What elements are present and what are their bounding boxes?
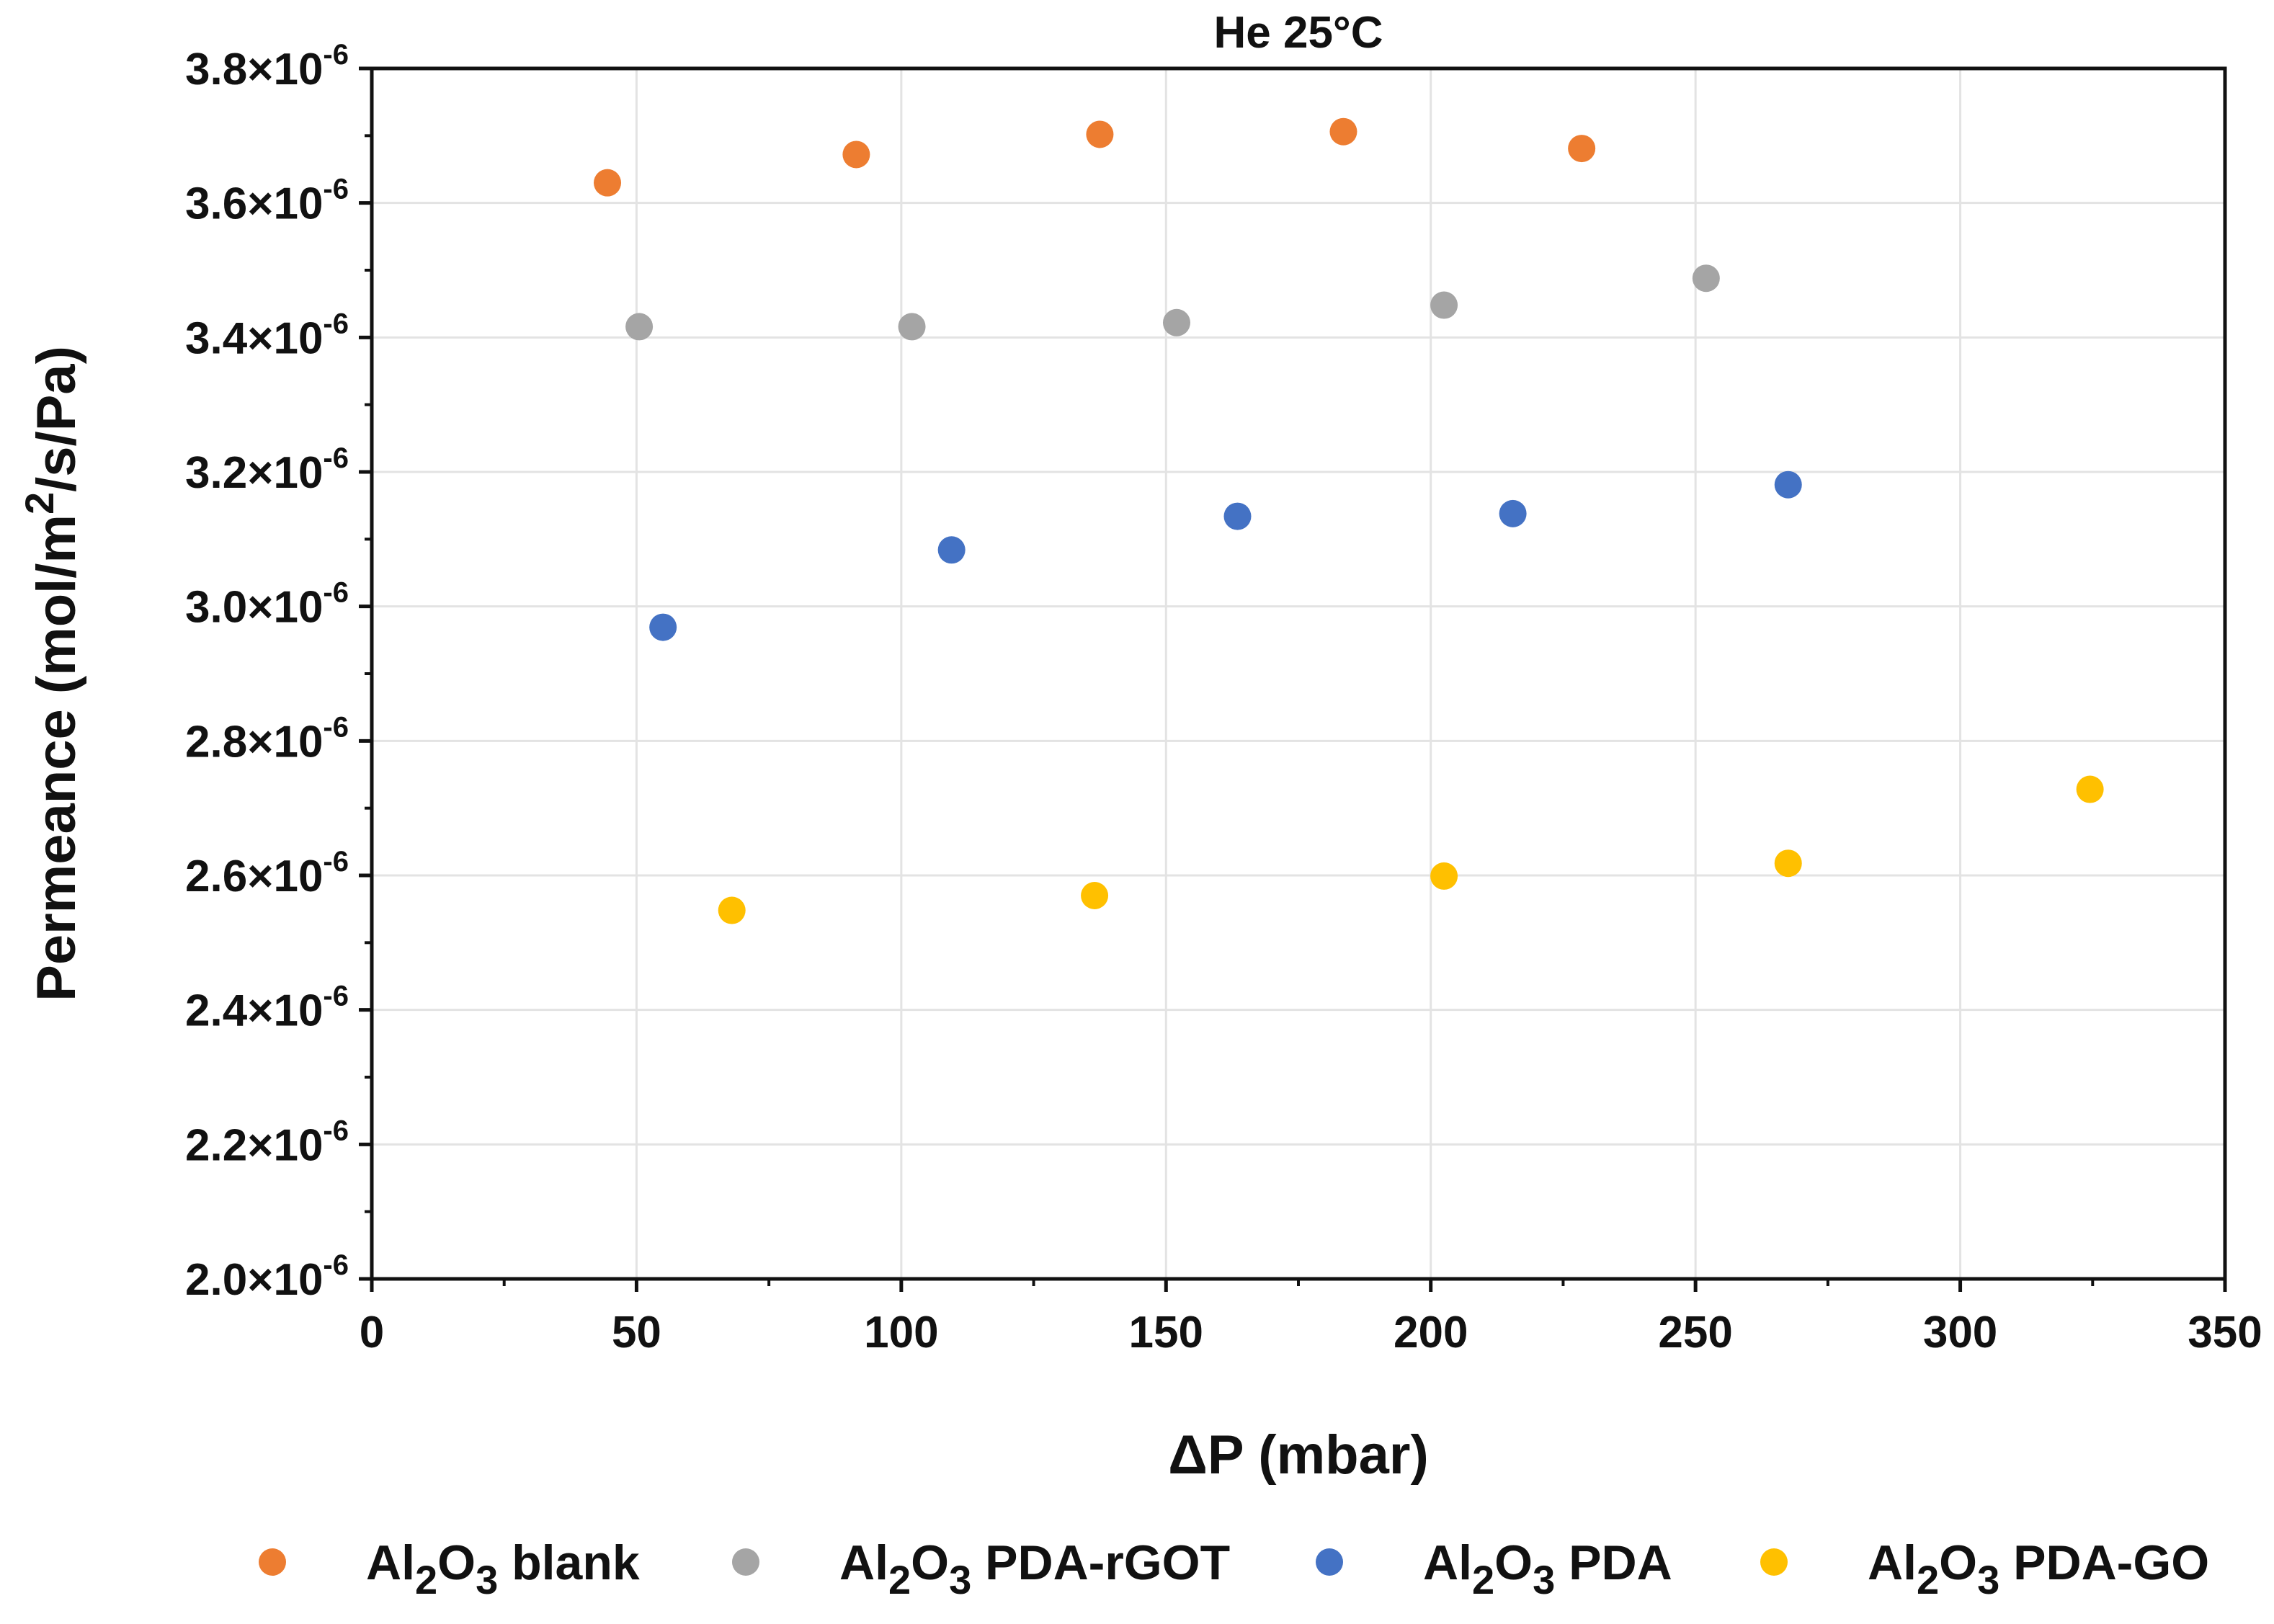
legend-item: Al2O3 PDA-rGOT [732,1535,1230,1602]
data-point [1774,849,1802,878]
y-tick-exponent: -6 [323,1249,349,1281]
y-tick-mantissa: 3.8 [185,45,247,94]
y-axis-title-sup: 2 [17,492,62,514]
data-point [718,896,746,924]
data-point [937,536,966,564]
legend-marker [259,1548,286,1576]
x-tick-label: 350 [2188,1308,2262,1357]
y-tick-mantissa: 3.6 [185,179,247,229]
y-tick-exponent: -6 [323,174,349,205]
data-point [842,140,870,169]
legend-label: Al2O3 PDA-GO [1868,1535,2209,1602]
plot-frame [370,66,2227,1281]
y-tick-mantissa: 2.2 [185,1120,247,1170]
y-tick-mantissa: 2.0 [185,1255,247,1305]
y-axis-title: Permeance (mol/m2/s/Pa) [17,346,87,1001]
grid [372,68,2225,1279]
y-tick-mantissa: 3.4 [185,313,248,363]
x-tick-label: 150 [1129,1308,1203,1357]
y-tick-mantissa: 3.0 [185,583,247,633]
data-point [1162,308,1190,336]
y-tick-label: 2.8×10-6 [185,711,349,767]
y-tick-exponent: -6 [323,39,349,71]
y-tick-mantissa: 2.6 [185,852,247,901]
y-tick-exponent: -6 [323,308,349,339]
y-tick-exponent: -6 [323,711,349,743]
y-tick-base: ×10 [247,448,323,498]
legend-marker [1760,1548,1788,1576]
legend-label: Al2O3 PDA [1423,1535,1672,1602]
y-tick-base: ×10 [247,852,323,901]
y-tick-label: 2.2×10-6 [185,1115,349,1170]
y-tick-exponent: -6 [323,442,349,474]
data-point [1692,264,1720,293]
y-axis-title-suffix: /s/Pa) [26,346,87,492]
y-tick-label: 3.2×10-6 [185,442,349,498]
y-tick-mantissa: 2.8 [185,717,247,767]
x-axis-title: ΔP (mbar) [1168,1424,1429,1486]
axis-ticks: 0 50 100 150 200 250 300 3502.0×10-62.2×10-62.4… [185,39,2262,1357]
y-tick-base: ×10 [247,45,323,94]
y-tick-base: ×10 [247,179,323,229]
y-tick-label: 3.4×10-6 [185,308,349,363]
legend-label: Al2O3 PDA-rGOT [839,1535,1230,1602]
data-point [625,313,654,341]
legend-item: Al2O3 blank [259,1535,640,1602]
x-tick-label: 250 [1658,1308,1732,1357]
data-point [594,169,622,197]
data-points [594,117,2104,924]
x-tick-label: 100 [864,1308,938,1357]
legend-marker [1316,1548,1343,1576]
y-tick-base: ×10 [247,313,323,363]
y-tick-base: ×10 [247,1255,323,1305]
x-tick-label: 300 [1923,1308,1997,1357]
chart-title: He 25°C [1213,8,1383,58]
y-tick-base: ×10 [247,1120,323,1170]
y-tick-mantissa: 3.2 [185,448,247,498]
data-point [1430,862,1458,890]
data-point [1086,120,1114,148]
data-point [1568,135,1596,163]
y-tick-base: ×10 [247,583,323,633]
x-tick-label: 200 [1394,1308,1468,1357]
data-point [1499,499,1527,527]
data-point [649,613,677,641]
legend-marker [732,1548,759,1576]
data-point [1430,291,1458,319]
data-point [1223,502,1252,530]
legend: Al2O3 blank Al2O3 PDA-rGOT Al2O3 PDA Al2O3 … [259,1535,2209,1602]
x-tick-label: 50 [612,1308,661,1357]
data-point [1329,117,1357,146]
legend-item: Al2O3 PDA-GO [1760,1535,2209,1602]
legend-item: Al2O3 PDA [1316,1535,1672,1602]
y-tick-label: 3.8×10-6 [185,39,349,94]
y-tick-base: ×10 [247,986,323,1036]
data-point [2076,775,2104,803]
y-tick-label: 3.6×10-6 [185,174,349,229]
legend-label: Al2O3 blank [366,1535,640,1602]
x-tick-label: 0 [360,1308,384,1357]
data-point [1774,470,1802,499]
data-point [898,313,926,341]
y-tick-label: 2.0×10-6 [185,1249,349,1305]
y-tick-base: ×10 [247,717,323,767]
data-point [1081,882,1109,909]
y-axis-title-prefix: Permeance (mol/m [26,514,87,1001]
y-tick-label: 2.6×10-6 [185,846,349,901]
y-tick-exponent: -6 [323,846,349,878]
y-tick-mantissa: 2.4 [185,986,248,1036]
y-tick-exponent: -6 [323,981,349,1012]
y-tick-label: 2.4×10-6 [185,981,349,1036]
y-tick-exponent: -6 [323,577,349,609]
y-tick-exponent: -6 [323,1115,349,1146]
y-tick-label: 3.0×10-6 [185,577,349,633]
